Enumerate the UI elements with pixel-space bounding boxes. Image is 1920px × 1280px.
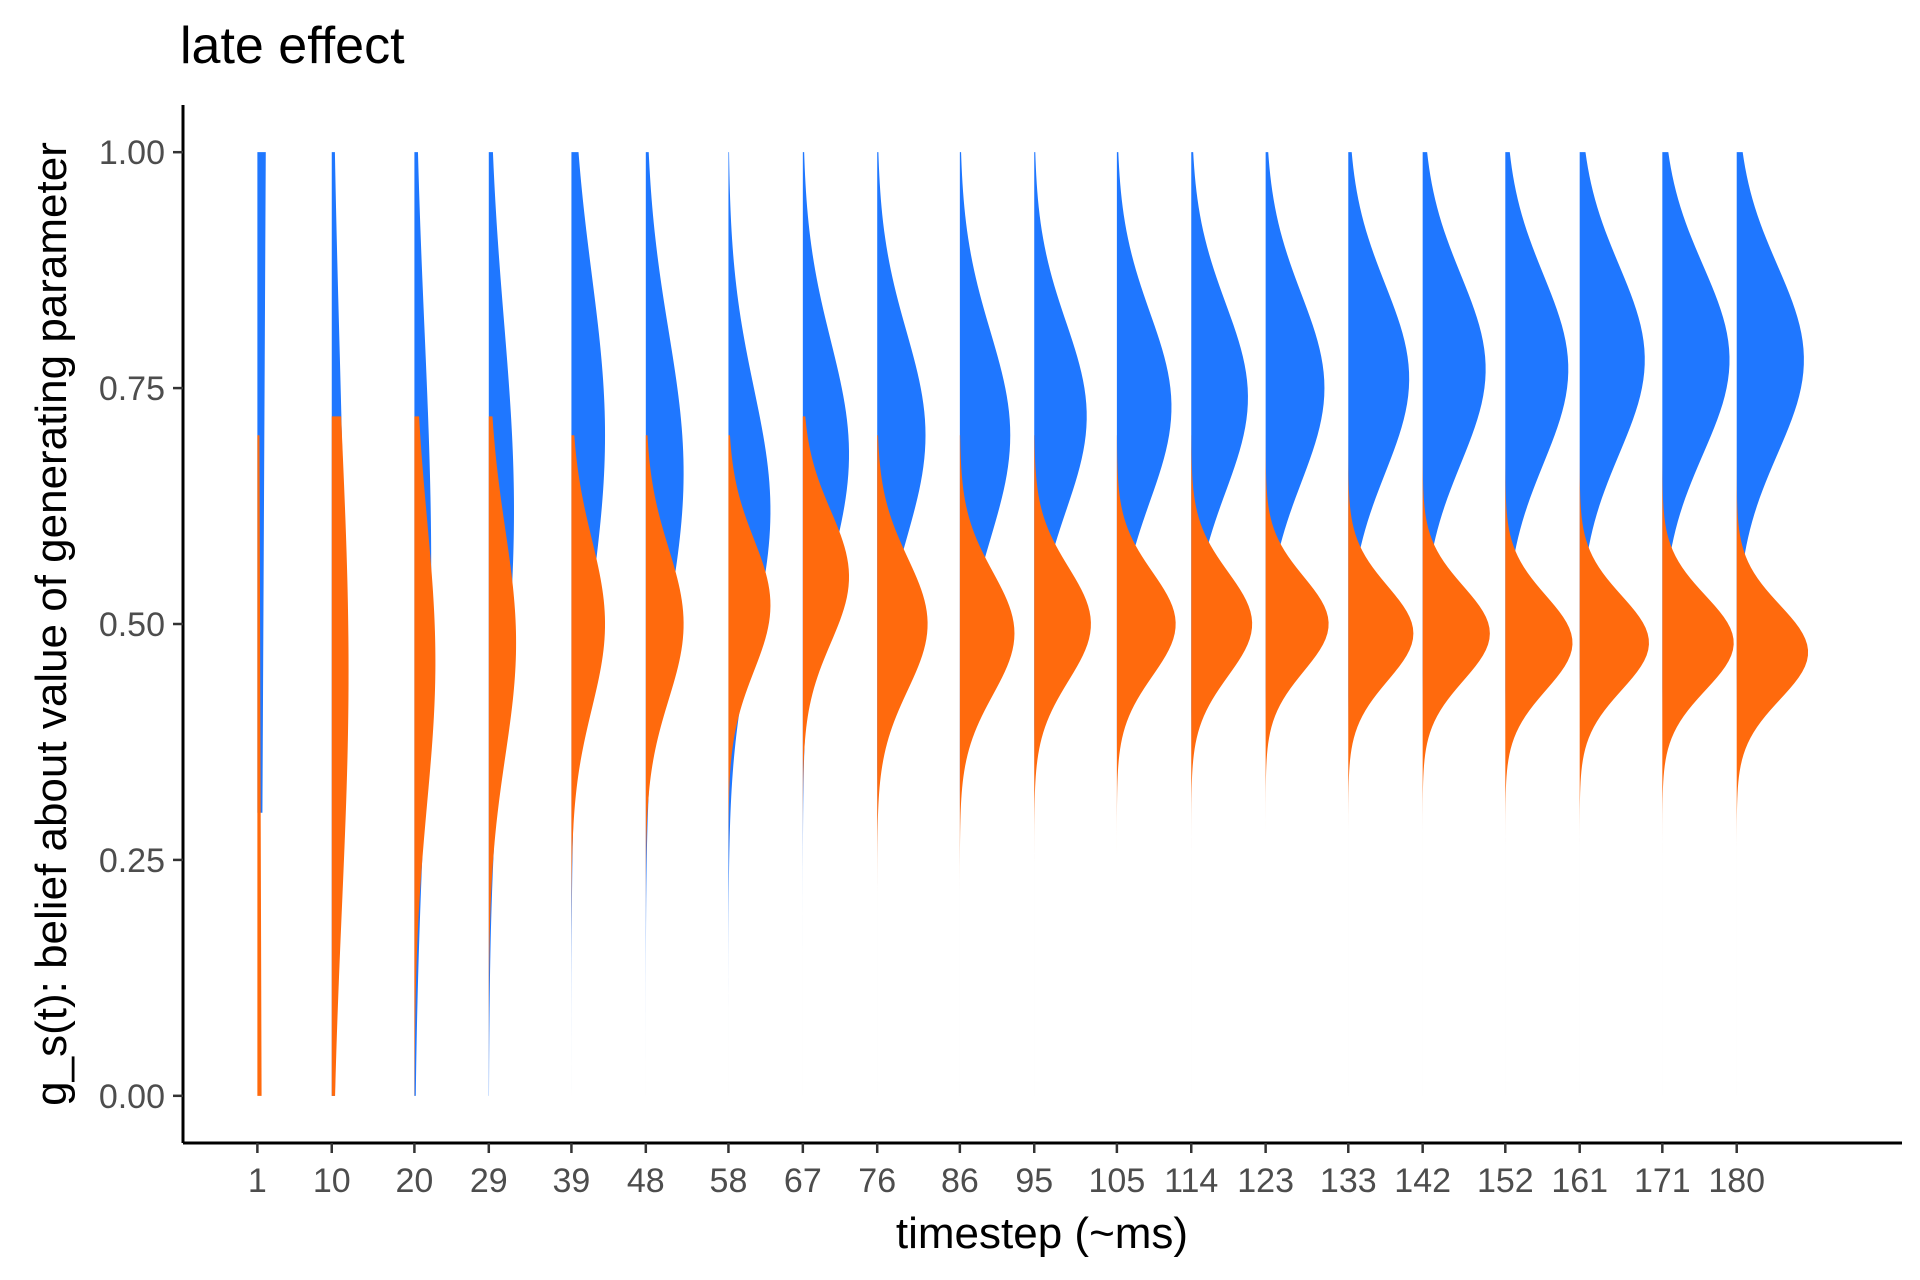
density-area-series2-t133: [1348, 435, 1414, 1096]
x-tick-label: 171: [1634, 1162, 1691, 1200]
density-area-series1-t133: [1348, 152, 1410, 1096]
density-area-series1-t123: [1265, 152, 1325, 1096]
x-tick-label: 142: [1394, 1162, 1451, 1200]
x-tick-label: 152: [1477, 1162, 1534, 1200]
y-tick-label: 0.50: [99, 606, 165, 644]
x-tick-label: 133: [1320, 1162, 1377, 1200]
y-tick-label: 0.00: [99, 1078, 165, 1116]
density-area-series2-t48: [645, 435, 684, 1096]
x-tick-label: 48: [627, 1162, 665, 1200]
x-tick-label: 39: [553, 1162, 591, 1200]
density-area-series1-t67: [802, 152, 850, 1096]
density-area-series2-t58: [728, 435, 771, 1096]
y-axis-ticks: 0.00 0.25 0.50 0.75 1.00: [99, 134, 183, 1116]
density-area-series1-t86: [959, 152, 1011, 1096]
density-area-series2-t20: [414, 416, 436, 1096]
y-tick-label: 1.00: [99, 134, 165, 172]
x-tick-label: 29: [470, 1162, 508, 1200]
x-tick-label: 95: [1015, 1162, 1053, 1200]
density-area-series2-t10: [331, 416, 349, 1096]
x-tick-label: 180: [1708, 1162, 1765, 1200]
x-tick-label: 161: [1551, 1162, 1608, 1200]
density-area-series2-t152: [1505, 435, 1573, 1096]
density-area-series2-t76: [877, 435, 928, 1096]
distribution-areas: [257, 152, 1809, 1096]
y-tick-label: 0.75: [99, 370, 165, 408]
density-area-series2-t123: [1265, 435, 1329, 1096]
density-area-series1-t142: [1422, 152, 1486, 1096]
density-area-series1-t180: [1736, 152, 1804, 1096]
x-tick-label: 114: [1164, 1162, 1218, 1200]
density-area-series1-t152: [1505, 152, 1569, 1096]
density-area-series2-t142: [1422, 435, 1490, 1096]
x-tick-label: 123: [1237, 1162, 1294, 1200]
x-tick-label: 86: [941, 1162, 979, 1200]
x-tick-label: 67: [784, 1162, 822, 1200]
x-tick-label: 20: [395, 1162, 433, 1200]
x-axis-ticks: 1 10 20 29 39 48 58 67 76 86 95 105 114 123 133 142 152 1…: [248, 1143, 1765, 1200]
density-area-series1-t95: [1034, 152, 1087, 1096]
x-tick-label: 58: [710, 1162, 748, 1200]
density-area-series2-t29: [488, 416, 517, 1096]
density-area-series1-t171: [1662, 152, 1730, 1096]
chart-title: late effect: [180, 17, 405, 75]
density-area-series1-t114: [1191, 152, 1248, 1096]
density-area-series2-t171: [1662, 435, 1734, 1096]
density-area-series2-t67: [802, 416, 850, 1096]
y-axis-title: g_s(t): belief about value of generating…: [27, 142, 76, 1106]
density-area-series2-t161: [1579, 435, 1649, 1096]
x-axis-title: timestep (~ms): [896, 1209, 1188, 1258]
x-tick-label: 1: [248, 1162, 267, 1200]
density-area-series2-t105: [1116, 435, 1176, 1096]
density-area-series2-t39: [571, 435, 606, 1096]
density-area-series1-t161: [1579, 152, 1645, 1096]
density-area-series2-t86: [959, 435, 1015, 1096]
y-tick-label: 0.25: [99, 842, 165, 880]
x-tick-label: 76: [858, 1162, 896, 1200]
density-area-series2-t180: [1736, 435, 1809, 1096]
x-tick-label: 105: [1089, 1162, 1146, 1200]
density-area-series1-t76: [877, 152, 926, 1096]
density-area-series2-t1: [257, 435, 262, 1096]
density-area-series1-t105: [1116, 152, 1172, 1096]
density-area-series2-t95: [1034, 435, 1091, 1096]
density-area-series2-t114: [1191, 435, 1253, 1096]
x-tick-label: 10: [313, 1162, 351, 1200]
